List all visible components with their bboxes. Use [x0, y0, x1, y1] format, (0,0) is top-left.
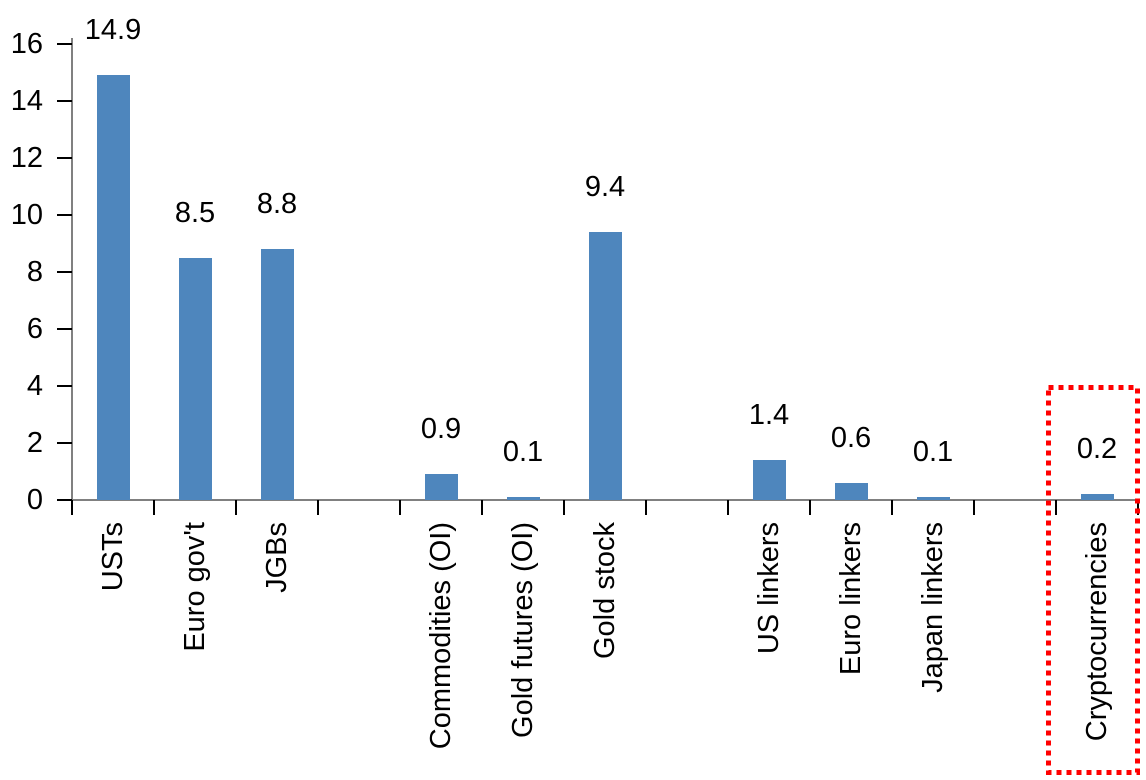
category-label-text: Gold futures (OI): [507, 522, 539, 738]
y-tick: [57, 499, 72, 501]
bar-commodities-oi-: [424, 474, 458, 500]
x-tick: [973, 500, 975, 515]
y-tick-label: 4: [26, 370, 43, 402]
x-tick: [317, 500, 319, 515]
x-tick: [727, 500, 729, 515]
y-tick-label: 10: [10, 199, 43, 231]
category-label-text: Commodities (OI): [425, 522, 457, 750]
data-label: 0.6: [830, 421, 872, 454]
y-tick: [57, 328, 72, 330]
data-label: 0.1: [912, 436, 954, 469]
y-tick: [57, 43, 72, 45]
y-axis-line: [71, 38, 73, 500]
y-tick: [57, 442, 72, 444]
x-tick: [891, 500, 893, 515]
category-label-text: JGBs: [261, 522, 293, 593]
data-label: 8.8: [256, 188, 298, 221]
x-tick: [399, 500, 401, 515]
y-tick: [57, 157, 72, 159]
x-tick: [235, 500, 237, 515]
data-label: 1.4: [748, 399, 790, 432]
y-tick-label: 2: [26, 427, 43, 459]
x-tick: [71, 500, 73, 515]
data-label: 9.4: [584, 171, 626, 204]
x-tick: [153, 500, 155, 515]
bar-gold-stock: [588, 232, 622, 500]
category-label-text: USTs: [97, 522, 129, 592]
x-tick: [1137, 500, 1139, 515]
y-tick: [57, 271, 72, 273]
x-tick: [1055, 500, 1057, 515]
y-tick: [57, 100, 72, 102]
bar-japan-linkers: [916, 497, 950, 500]
x-axis-line: [71, 499, 1138, 501]
bar-euro-gov-t: [178, 257, 212, 500]
category-label-text: Japan linkers: [917, 522, 949, 693]
category-label-text: Euro linkers: [835, 522, 867, 676]
bar-cryptocurrencies: [1080, 494, 1114, 500]
y-tick-label: 6: [26, 313, 43, 345]
highlight-box-cryptocurrencies: [1046, 385, 1140, 775]
y-tick-label: 14: [10, 85, 43, 117]
bar-us-linkers: [752, 460, 786, 500]
x-tick: [645, 500, 647, 515]
y-tick-label: 12: [10, 142, 43, 174]
category-label-text: US linkers: [753, 522, 785, 655]
category-label-text: Euro gov't: [179, 522, 211, 652]
y-tick: [57, 385, 72, 387]
bar-jgbs: [260, 249, 294, 500]
x-tick: [809, 500, 811, 515]
y-tick: [57, 214, 72, 216]
y-tick-label: 8: [26, 256, 43, 288]
highlight-box-outline: [1046, 385, 1140, 775]
x-tick: [481, 500, 483, 515]
data-label: 0.1: [502, 436, 544, 469]
data-label: 14.9: [84, 14, 142, 47]
y-tick-label: 0: [26, 484, 43, 516]
data-label: 8.5: [174, 196, 216, 229]
bar-usts: [96, 75, 130, 500]
bar-gold-futures-oi-: [506, 497, 540, 500]
x-tick: [563, 500, 565, 515]
data-label: 0.9: [420, 413, 462, 446]
y-tick-label: 16: [10, 28, 43, 60]
data-label: 0.2: [1076, 433, 1118, 466]
category-label-text: Gold stock: [589, 522, 621, 659]
bar-euro-linkers: [834, 482, 868, 500]
